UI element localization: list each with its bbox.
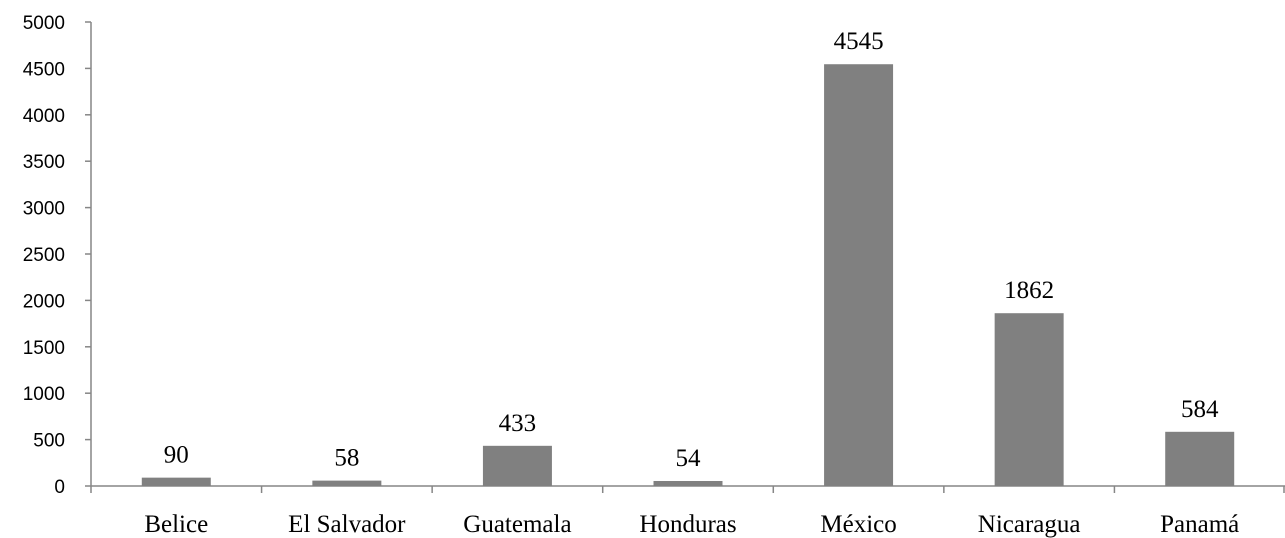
x-tick-label: El Salvador (288, 511, 406, 538)
y-tick-label: 2000 (23, 291, 65, 312)
x-tick-label: Nicaragua (978, 511, 1081, 538)
y-tick-label: 0 (54, 477, 65, 498)
y-tick-label: 3500 (23, 152, 65, 173)
data-label: 584 (1181, 396, 1219, 423)
data-label: 58 (334, 445, 359, 472)
bar (1165, 431, 1235, 486)
data-label: 4545 (834, 28, 884, 55)
x-tick-label: Guatemala (463, 511, 571, 538)
x-axis: Belice El Salvador Guatemala Honduras México… (90, 485, 1285, 538)
bar (994, 313, 1064, 486)
y-tick-label: 500 (33, 431, 65, 452)
bar (312, 480, 382, 486)
x-tick-label: Panamá (1160, 511, 1239, 538)
bar (824, 64, 894, 486)
y-tick-label: 4500 (23, 59, 65, 80)
data-labels: 90 58 433 54 4545 1862 584 (164, 28, 1219, 472)
data-label: 90 (164, 442, 189, 469)
y-tick-label: 4000 (23, 106, 65, 127)
data-label: 433 (499, 410, 537, 437)
y-tick-label: 1000 (23, 384, 65, 405)
bar (653, 480, 723, 486)
x-tick-label: México (820, 511, 896, 538)
y-tick-label: 5000 (23, 13, 65, 34)
bar (482, 445, 552, 486)
y-tick-label: 3000 (23, 199, 65, 220)
data-label: 1862 (1004, 277, 1054, 304)
y-tick-label: 2500 (23, 245, 65, 266)
data-label: 54 (676, 445, 702, 472)
bar (141, 477, 211, 486)
x-tick-label: Belice (144, 511, 208, 538)
x-tick-label: Honduras (639, 511, 736, 538)
y-tick-label: 1500 (23, 338, 65, 359)
y-axis: 0 500 1000 1500 2000 2500 3000 3500 4000 4500 5000 (23, 13, 92, 498)
bars (141, 64, 1235, 486)
